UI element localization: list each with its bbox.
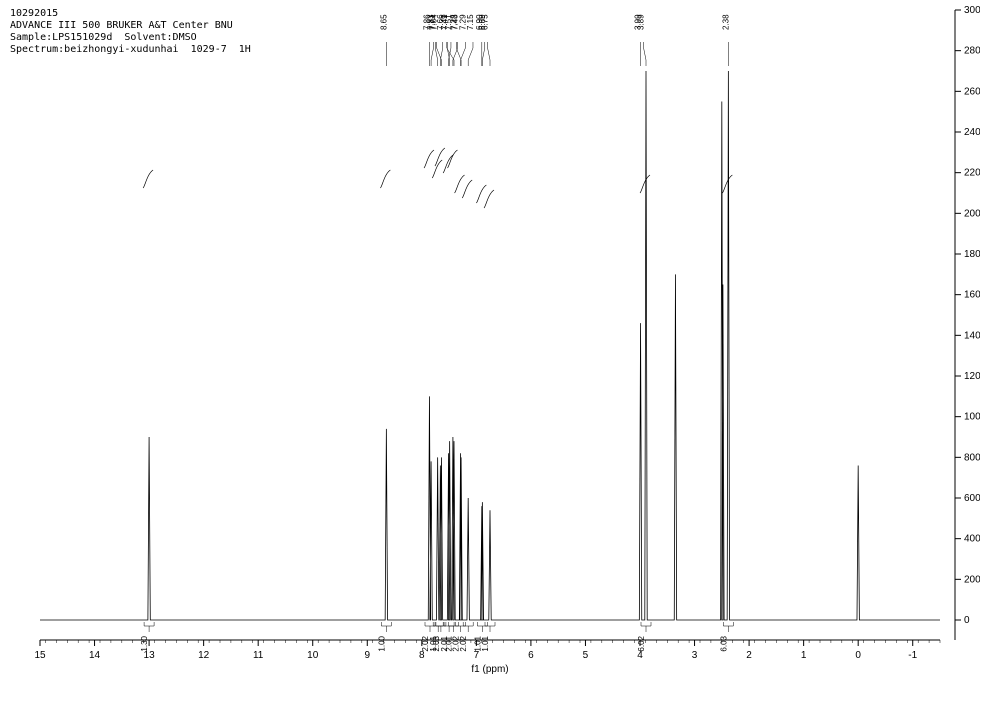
svg-text:1.30: 1.30 xyxy=(140,635,149,651)
svg-text:2.02: 2.02 xyxy=(459,635,468,651)
nmr-chart: 1514131211109876543210-1f1 (ppm)02004006… xyxy=(20,0,960,680)
svg-text:600: 600 xyxy=(964,493,980,504)
svg-text:1200: 1200 xyxy=(964,371,980,382)
svg-text:400: 400 xyxy=(964,534,980,545)
svg-text:2400: 2400 xyxy=(964,127,980,138)
svg-text:1000: 1000 xyxy=(964,412,980,423)
svg-text:800: 800 xyxy=(964,452,980,463)
svg-text:7.15: 7.15 xyxy=(466,14,475,30)
svg-text:14: 14 xyxy=(89,650,101,661)
svg-text:2600: 2600 xyxy=(964,86,980,97)
svg-text:0: 0 xyxy=(855,650,861,661)
svg-text:1800: 1800 xyxy=(964,249,980,260)
svg-text:9: 9 xyxy=(364,650,370,661)
svg-text:3.89: 3.89 xyxy=(637,14,646,30)
svg-text:1: 1 xyxy=(801,650,807,661)
svg-text:7.41: 7.41 xyxy=(440,14,449,30)
svg-text:2000: 2000 xyxy=(964,208,980,219)
svg-text:11: 11 xyxy=(253,650,264,661)
svg-text:6.02: 6.02 xyxy=(637,635,646,651)
svg-text:3000: 3000 xyxy=(964,5,980,16)
svg-text:2200: 2200 xyxy=(964,168,980,179)
svg-text:200: 200 xyxy=(964,574,980,585)
svg-text:10: 10 xyxy=(307,650,319,661)
svg-text:7.28: 7.28 xyxy=(449,14,458,30)
svg-text:6.03: 6.03 xyxy=(719,635,728,651)
svg-text:f1 (ppm): f1 (ppm) xyxy=(471,664,508,675)
svg-text:1.01: 1.01 xyxy=(481,635,490,651)
svg-text:5: 5 xyxy=(583,650,589,661)
svg-text:6.75: 6.75 xyxy=(481,14,490,30)
svg-text:3: 3 xyxy=(692,650,698,661)
svg-text:12: 12 xyxy=(198,650,210,661)
svg-text:1600: 1600 xyxy=(964,290,980,301)
svg-text:-1: -1 xyxy=(908,650,917,661)
svg-text:1400: 1400 xyxy=(964,330,980,341)
svg-text:2.38: 2.38 xyxy=(721,14,730,30)
svg-text:15: 15 xyxy=(34,650,46,661)
svg-text:6: 6 xyxy=(528,650,534,661)
svg-text:8.65: 8.65 xyxy=(379,14,388,30)
svg-text:2: 2 xyxy=(746,650,752,661)
svg-text:2800: 2800 xyxy=(964,46,980,57)
svg-text:0: 0 xyxy=(964,615,970,626)
svg-text:1.00: 1.00 xyxy=(377,635,386,651)
svg-text:7.64: 7.64 xyxy=(430,14,439,30)
nmr-svg: 1514131211109876543210-1f1 (ppm)02004006… xyxy=(20,0,980,700)
